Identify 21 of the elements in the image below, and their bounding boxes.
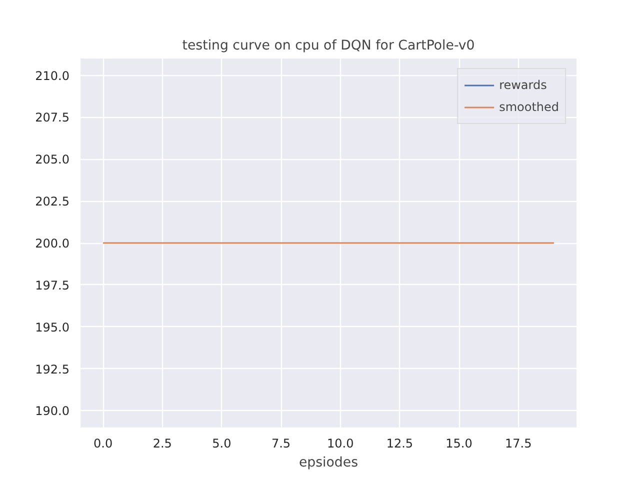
legend-label: smoothed <box>499 100 559 114</box>
x-axis-title: epsiodes <box>298 456 358 470</box>
y-tick-label: 192.5 <box>35 362 70 376</box>
legend-label: rewards <box>499 78 547 92</box>
x-tick-label: 10.0 <box>327 436 354 450</box>
x-tick-label: 12.5 <box>386 436 414 450</box>
x-tick-label: 5.0 <box>212 436 232 450</box>
y-tick-label: 210.0 <box>35 68 70 83</box>
y-tick-label: 202.5 <box>35 194 70 209</box>
y-tick-label: 205.0 <box>35 152 70 167</box>
y-tick-label: 197.5 <box>35 278 70 292</box>
x-tick-label: 2.5 <box>152 436 172 450</box>
chart-title: testing curve on cpu of DQN for CartPole-v0 <box>182 38 475 54</box>
x-tick-label: 7.5 <box>271 436 291 450</box>
y-tick-label: 190.0 <box>35 404 70 418</box>
x-tick-label: 17.5 <box>504 436 532 450</box>
y-tick-label: 207.5 <box>35 110 70 125</box>
x-tick-label: 15.0 <box>446 436 472 450</box>
y-tick-label: 195.0 <box>35 320 70 334</box>
y-tick-label: 200.0 <box>35 236 70 250</box>
x-tick-label: 0.0 <box>94 436 113 450</box>
